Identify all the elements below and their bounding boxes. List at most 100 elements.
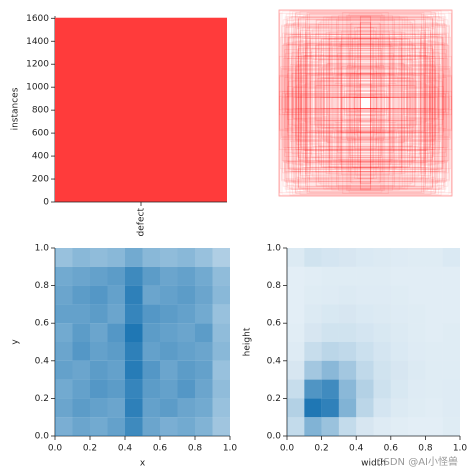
- box-outline: [284, 27, 447, 179]
- box-outline: [321, 67, 410, 139]
- box-outline: [299, 30, 432, 176]
- heatmap-cell: [390, 379, 409, 399]
- box-outline: [315, 96, 416, 110]
- box-outline: [292, 11, 439, 195]
- box-outline: [285, 93, 446, 113]
- heatmap-cell: [304, 285, 322, 305]
- box-outline: [318, 22, 413, 184]
- box-outline: [291, 72, 440, 134]
- box-outline: [345, 93, 386, 113]
- box-outline: [305, 28, 426, 178]
- box-outline: [356, 27, 375, 179]
- box-outline: [347, 15, 384, 191]
- box-outline: [279, 13, 452, 193]
- x-tick-label: 0.6: [153, 444, 168, 454]
- heatmap-cell: [55, 342, 73, 361]
- box-outline: [340, 85, 391, 121]
- box-outline: [298, 16, 433, 190]
- box-outline: [290, 64, 441, 142]
- heatmap-cell: [142, 266, 160, 286]
- heatmap-cell: [373, 248, 391, 267]
- box-outline: [284, 49, 447, 157]
- box-outline: [299, 40, 432, 166]
- box-outline: [297, 18, 434, 188]
- heatmap-cell: [160, 398, 178, 418]
- box-outline: [330, 68, 401, 138]
- heatmap-cell: [390, 323, 409, 342]
- y-tick-label: 0: [43, 198, 49, 208]
- box-outline: [288, 23, 443, 183]
- y-tick-label: 0.2: [267, 394, 281, 404]
- heatmap-cell: [442, 398, 460, 418]
- box-outline: [318, 41, 413, 165]
- heatmap-cell: [107, 266, 125, 286]
- heatmap-cell: [338, 398, 357, 418]
- box-outline: [285, 93, 446, 113]
- box-outline: [301, 37, 430, 169]
- heatmap-cell: [160, 248, 178, 267]
- y-axis-label: y: [11, 339, 21, 345]
- heatmap-cell: [177, 285, 195, 305]
- heatmap-cell: [321, 285, 339, 305]
- box-outline: [320, 38, 411, 168]
- heatmap-cell: [195, 379, 213, 399]
- y-tick-label: 200: [32, 175, 49, 185]
- y-tick-label: 0.0: [35, 432, 50, 442]
- box-outline: [356, 94, 375, 112]
- box-outline: [333, 75, 398, 131]
- heatmap-cell: [425, 417, 443, 436]
- box-outline: [348, 13, 383, 193]
- box-outline: [353, 66, 378, 140]
- heatmap-cell: [321, 248, 339, 267]
- box-outline: [309, 37, 422, 169]
- box-outline: [291, 65, 440, 141]
- box-outline: [343, 95, 388, 111]
- box-outline: [349, 50, 382, 156]
- box-outline: [301, 54, 430, 152]
- heatmap-cell: [425, 323, 443, 342]
- box-outline: [281, 93, 450, 113]
- box-outline: [297, 63, 434, 143]
- box-outline: [359, 79, 372, 127]
- box-outline: [338, 57, 393, 149]
- x-axis-label: x: [140, 459, 146, 469]
- box-outline: [314, 80, 417, 126]
- box-outline: [296, 14, 435, 192]
- heatmap-cell: [356, 417, 374, 436]
- box-outline: [295, 66, 436, 140]
- heatmap-cell: [408, 323, 426, 342]
- heatmap-cell: [72, 342, 90, 361]
- box-outline: [328, 34, 403, 172]
- heatmap-cell: [142, 304, 160, 324]
- heatmap-cell: [373, 398, 391, 418]
- heatmap-cell: [373, 342, 391, 361]
- box-outline: [354, 70, 377, 136]
- y-axis-label: instances: [11, 87, 21, 130]
- box-outline: [285, 23, 446, 183]
- heatmap-cell: [390, 285, 409, 305]
- heatmap-cell: [107, 417, 125, 436]
- heatmap-cell: [442, 342, 460, 361]
- box-outline: [291, 23, 440, 183]
- heatmap-cell: [55, 323, 73, 342]
- box-outline: [350, 72, 381, 134]
- box-outline: [332, 71, 399, 135]
- box-outline: [302, 74, 429, 132]
- heatmap-cell: [195, 266, 213, 286]
- box-outline: [353, 57, 378, 149]
- y-tick-label: 1000: [26, 83, 49, 93]
- x-tick-label: 0.6: [384, 444, 399, 454]
- box-outline: [292, 87, 439, 119]
- box-outline: [310, 31, 421, 175]
- box-outline: [343, 75, 388, 131]
- box-outline: [292, 79, 439, 127]
- box-outline: [355, 90, 376, 116]
- heatmap-cell: [125, 417, 143, 436]
- heatmap-cell: [304, 360, 322, 380]
- box-outline: [300, 68, 431, 138]
- heatmap-cell: [390, 417, 409, 436]
- box-outline: [306, 38, 425, 168]
- box-outline: [350, 23, 381, 183]
- heatmap-cell: [72, 379, 90, 399]
- heatmap-cell: [212, 304, 230, 324]
